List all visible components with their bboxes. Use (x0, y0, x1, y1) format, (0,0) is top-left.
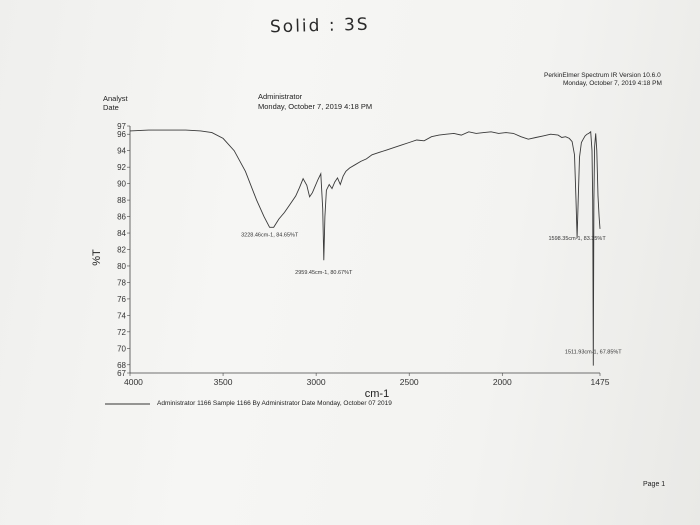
y-tick-label: 97 (117, 122, 126, 131)
y-tick-label: 92 (117, 163, 126, 172)
y-tick-label: 72 (117, 328, 126, 337)
y-tick-label: 94 (117, 147, 126, 156)
peak-label: 2959.45cm-1, 80.67%T (295, 270, 353, 276)
x-axis-ticks: 4000 3500 3000 2500 2000 1475 (124, 373, 610, 387)
x-axis-title: cm-1 (365, 388, 389, 400)
peak-label: 1511.93cm-1, 67.85%T (565, 350, 622, 356)
y-tick-label: 84 (117, 229, 126, 238)
y-axis-title: %T (91, 249, 103, 266)
y-tick-label: 74 (117, 311, 126, 320)
x-tick-label: 1475 (591, 377, 610, 387)
analyst-label: Analyst (103, 94, 128, 103)
x-tick-label: 2000 (493, 377, 512, 387)
page-number: Page 1 (643, 481, 666, 488)
y-tick-label: 78 (117, 278, 126, 287)
peak-annotations: 3228.46cm-1, 84.65%T 2959.45cm-1, 80.67%T… (241, 232, 622, 355)
software-version: PerkinElmer Spectrum IR Version 10.6.0 (544, 72, 661, 79)
x-tick-label: 4000 (124, 377, 143, 387)
x-tick-label: 3500 (214, 377, 233, 387)
legend-entry: Administrator 1166 Sample 1166 By Admini… (157, 400, 392, 407)
date-value: Monday, October 7, 2019 4:18 PM (258, 102, 373, 111)
y-tick-label: 76 (117, 295, 126, 304)
x-tick-label: 2500 (400, 377, 419, 387)
y-tick-label: 88 (117, 196, 126, 205)
analyst-value: Administrator (258, 92, 303, 101)
y-tick-label: 68 (117, 361, 126, 370)
date-label: Date (103, 103, 119, 112)
spectrum-line (129, 129, 601, 366)
y-tick-label: 90 (117, 180, 126, 189)
x-tick-label: 3000 (307, 377, 326, 387)
peak-label: 1598.35cm-1, 83.35%T (549, 236, 607, 242)
y-tick-label: 80 (117, 262, 126, 271)
y-tick-label: 86 (117, 213, 126, 222)
peak-label: 3228.46cm-1, 84.65%T (241, 232, 299, 238)
software-date: Monday, October 7, 2019 4:18 PM (563, 80, 662, 87)
y-tick-label: 70 (117, 344, 126, 353)
y-tick-label: 96 (117, 130, 126, 139)
y-tick-label: 67 (117, 369, 126, 378)
y-tick-label: 82 (117, 246, 126, 255)
